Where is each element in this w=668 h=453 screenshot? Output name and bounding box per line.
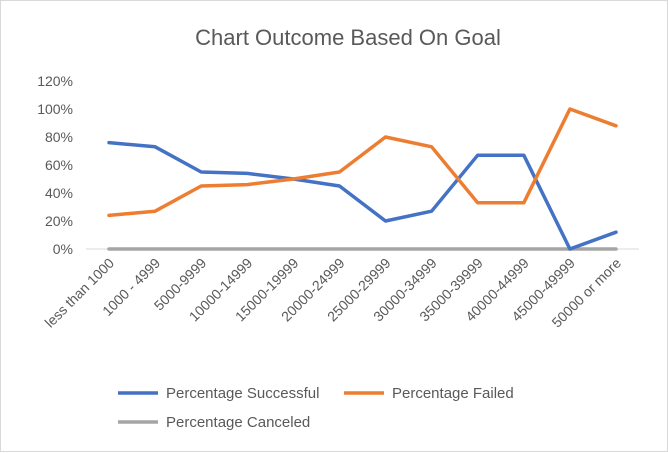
legend-label: Percentage Failed <box>392 385 514 402</box>
x-tick-label: less than 1000 <box>41 255 117 331</box>
legend-label: Percentage Canceled <box>166 414 310 431</box>
series-line-1 <box>107 140 618 251</box>
series-lines <box>107 107 618 251</box>
legend-label: Percentage Successful <box>166 385 319 402</box>
y-tick-label: 20% <box>45 213 73 229</box>
y-tick-label: 40% <box>45 185 73 201</box>
y-tick-label: 100% <box>37 101 73 117</box>
y-tick-label: 80% <box>45 129 73 145</box>
y-tick-label: 120% <box>37 73 73 89</box>
y-axis-ticks: 0% 20% 40% 60% 80% 100% 120% <box>37 73 73 257</box>
y-tick-label: 60% <box>45 157 73 173</box>
legend: Percentage Successful Percentage Failed Pe… <box>118 385 514 431</box>
y-tick-label: 0% <box>53 241 73 257</box>
series-line-2 <box>107 107 618 218</box>
chart-title: Chart Outcome Based On Goal <box>195 25 501 50</box>
